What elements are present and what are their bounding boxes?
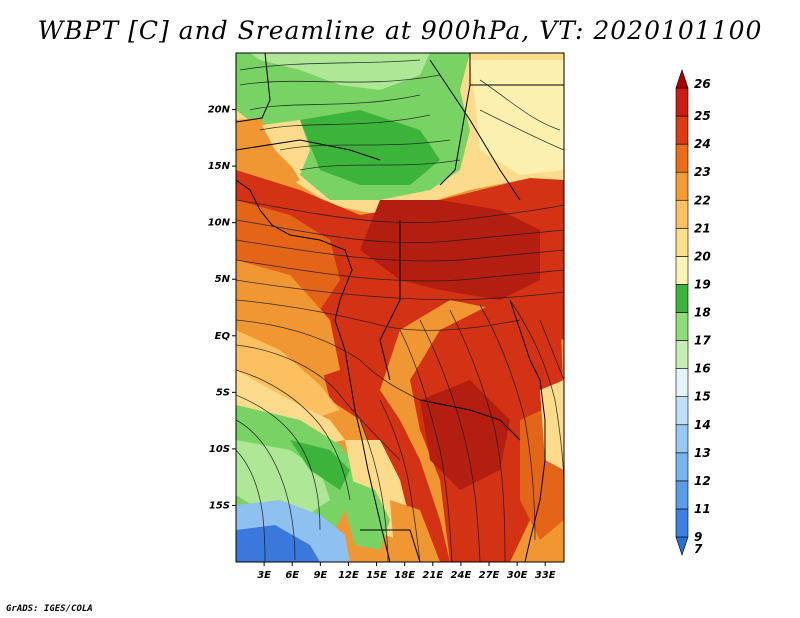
map-frame xyxy=(235,52,565,563)
y-tick-label: 5S xyxy=(216,387,230,398)
colorbar-label: 11 xyxy=(694,502,711,516)
y-tick-label: 20N xyxy=(208,105,231,116)
wbpt-field-northwest-yellow xyxy=(262,120,310,175)
colorbar-label: 25 xyxy=(694,109,711,123)
wbpt-field-west-orange xyxy=(236,260,340,380)
wbpt-field-northwest-orange xyxy=(236,118,300,190)
x-tick-label: 6E xyxy=(285,570,299,581)
x-tick-label: 3E xyxy=(257,570,271,581)
colorbar-swatch xyxy=(675,256,689,285)
wbpt-field-northeast-yellow xyxy=(470,60,564,175)
colorbar-label: 24 xyxy=(694,137,711,151)
colorbar-label: 14 xyxy=(694,418,711,432)
colorbar-swatch xyxy=(675,115,689,145)
x-tick-label: 18E xyxy=(394,570,415,581)
colorbar-label: 17 xyxy=(694,334,711,348)
coastlines-borders xyxy=(236,53,564,562)
colorbar-label: 23 xyxy=(694,165,711,179)
x-tick-label: 27E xyxy=(479,570,500,581)
colorbar-label: 12 xyxy=(694,474,711,488)
colorbar-swatch xyxy=(675,199,689,229)
wbpt-field-north-green-dark xyxy=(300,110,440,185)
colorbar-swatch xyxy=(675,87,689,117)
colorbar-upper-triangle xyxy=(675,69,689,89)
colorbar-label: 26 xyxy=(694,77,711,91)
colorbar-swatch xyxy=(675,368,689,397)
colorbar-label: 19 xyxy=(694,277,711,291)
colorbar-swatch xyxy=(675,228,689,257)
colorbar-swatch xyxy=(675,340,689,369)
x-tick-label: 12E xyxy=(338,570,359,581)
colorbar-swatch xyxy=(675,312,689,341)
colorbar-label: 9 xyxy=(694,530,702,544)
colorbar-label: 20 xyxy=(694,249,711,263)
colorbar-swatch xyxy=(675,508,689,538)
colorbar-label: 22 xyxy=(694,193,711,207)
x-tick-label: 33E xyxy=(535,570,556,581)
colorbar-swatch xyxy=(675,396,689,426)
wbpt-field-south-orange xyxy=(390,500,440,562)
colorbar-swatch xyxy=(675,424,689,454)
grads-credit: GrADS: IGES/COLA xyxy=(6,604,93,614)
wbpt-field-southwest-green-light xyxy=(236,440,330,520)
colorbar-lower-triangle xyxy=(675,536,689,556)
x-tick-label: 24E xyxy=(451,570,472,581)
wbpt-field-west-red-orange xyxy=(236,200,340,310)
wbpt-field-central-red-dark xyxy=(360,200,540,300)
colorbar-label: 15 xyxy=(694,390,711,404)
wbpt-field-south-green xyxy=(345,480,390,550)
y-tick-label: 15S xyxy=(209,500,230,511)
wbpt-field-southwest-blue xyxy=(236,525,320,562)
x-tick-label: 30E xyxy=(507,570,528,581)
colorbar-swatch xyxy=(675,452,689,482)
colorbar-swatch xyxy=(675,480,689,510)
y-tick-label: 10S xyxy=(209,444,230,455)
y-tick-label: 5N xyxy=(215,274,231,285)
chart-title: WBPT [C] and Sreamline at 900hPa, VT: 20… xyxy=(37,16,763,45)
colorbar-swatch xyxy=(675,284,689,313)
streamlines xyxy=(236,59,564,562)
colorbar-label: 13 xyxy=(694,446,711,460)
colorbar-label: 18 xyxy=(694,306,711,320)
colorbar-label: 16 xyxy=(694,362,711,376)
colorbar-label: 7 xyxy=(694,542,703,556)
colorbar-label: 21 xyxy=(694,221,711,235)
x-tick-label: 21E xyxy=(422,570,443,581)
axis-ticks: 3E 6E 9E 12E 15E 18E 21E 24E 27E 30E 33E 20N 15N 10N 5… xyxy=(208,105,556,581)
wbpt-field-southwest-green-dark xyxy=(290,440,350,490)
y-tick-label: 10N xyxy=(208,218,231,229)
wbpt-field-west-orange-light xyxy=(236,330,340,420)
colorbar-swatch xyxy=(675,171,689,201)
wbpt-field-east-yellow xyxy=(540,380,564,470)
colorbar-swatch xyxy=(675,143,689,173)
x-tick-label: 9E xyxy=(313,570,327,581)
wbpt-field-west-yellow xyxy=(236,370,345,445)
y-tick-label: 15N xyxy=(208,161,231,172)
y-tick-label: EQ xyxy=(215,331,231,342)
colorbar: 79 11 12 13 14 15 16 17 18 19 20 21 22 23 24 25 26 xyxy=(675,69,711,556)
x-tick-label: 15E xyxy=(366,570,387,581)
